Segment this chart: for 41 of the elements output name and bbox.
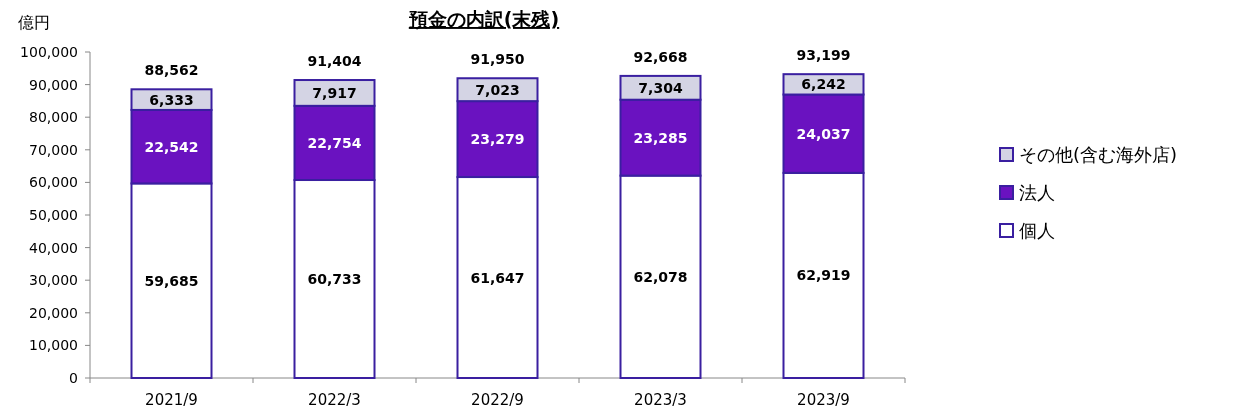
x-tick-label: 2021/9 bbox=[145, 391, 198, 409]
total-label: 88,562 bbox=[144, 62, 199, 79]
data-label: 61,647 bbox=[470, 269, 525, 286]
y-axis-title: 億円 bbox=[18, 13, 50, 32]
data-label: 60,733 bbox=[307, 271, 362, 288]
y-tick-label: 10,000 bbox=[29, 337, 78, 354]
x-tick-label: 2023/9 bbox=[797, 391, 850, 409]
data-label: 6,333 bbox=[149, 91, 194, 108]
data-label: 7,023 bbox=[475, 81, 520, 98]
data-label: 6,242 bbox=[801, 76, 846, 93]
legend-label: 法人 bbox=[1019, 182, 1055, 203]
data-label: 62,919 bbox=[796, 267, 851, 284]
y-tick-label: 30,000 bbox=[29, 272, 78, 289]
y-tick-label: 0 bbox=[69, 370, 78, 386]
y-tick-label: 60,000 bbox=[29, 174, 78, 191]
data-label: 23,279 bbox=[470, 131, 525, 148]
y-tick-label: 40,000 bbox=[29, 239, 78, 256]
data-label: 22,542 bbox=[144, 138, 199, 155]
total-label: 91,950 bbox=[470, 51, 525, 68]
data-label: 7,917 bbox=[312, 84, 357, 101]
data-label: 62,078 bbox=[633, 268, 688, 285]
y-tick-label: 80,000 bbox=[29, 109, 78, 126]
total-label: 93,199 bbox=[796, 47, 851, 64]
x-tick-label: 2022/3 bbox=[308, 391, 361, 409]
total-label: 92,668 bbox=[633, 48, 688, 65]
y-tick-label: 50,000 bbox=[29, 207, 78, 223]
y-tick-label: 70,000 bbox=[29, 141, 78, 158]
legend-label: その他(含む海外店) bbox=[1019, 144, 1178, 165]
x-tick-label: 2022/9 bbox=[471, 391, 524, 409]
y-tick-label: 100,000 bbox=[20, 44, 78, 60]
data-label: 22,754 bbox=[307, 134, 362, 151]
y-tick-label: 90,000 bbox=[29, 76, 78, 93]
data-label: 7,304 bbox=[638, 79, 683, 96]
x-tick-label: 2023/3 bbox=[634, 391, 687, 409]
data-label: 24,037 bbox=[796, 125, 851, 142]
data-label: 23,285 bbox=[633, 129, 688, 146]
y-tick-label: 20,000 bbox=[29, 304, 78, 321]
total-label: 91,404 bbox=[307, 53, 362, 70]
data-label: 59,685 bbox=[144, 272, 199, 289]
chart-title: 預金の内訳(末残) bbox=[407, 8, 560, 30]
legend-label: 個人 bbox=[1019, 220, 1055, 241]
